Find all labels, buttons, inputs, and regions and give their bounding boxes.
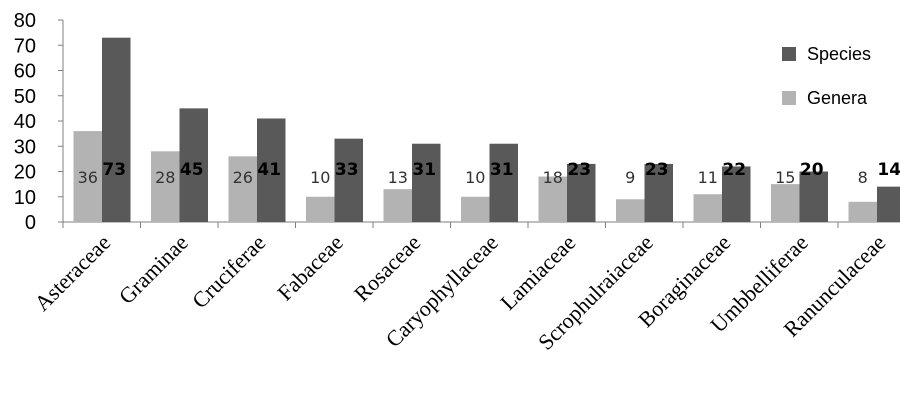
- data-label-genera: 28: [155, 168, 175, 187]
- y-tick-label: 40: [14, 111, 36, 133]
- bar-species: [799, 171, 828, 222]
- data-label-genera: 13: [388, 168, 408, 187]
- legend-label: Species: [807, 44, 871, 64]
- data-label-species: 73: [102, 160, 126, 180]
- bar-species: [722, 166, 751, 222]
- category-label: Cruciferae: [187, 230, 270, 313]
- data-label-species: 23: [645, 160, 669, 180]
- data-label-species: 23: [567, 160, 591, 180]
- data-label-genera: 11: [698, 168, 718, 187]
- y-tick-label: 30: [14, 136, 36, 158]
- data-label-species: 22: [722, 160, 746, 180]
- bar-genera: [73, 131, 102, 222]
- y-tick-label: 20: [14, 162, 36, 184]
- data-label-species: 31: [490, 160, 514, 180]
- data-label-species: 33: [335, 160, 359, 180]
- category-label: Graminae: [114, 230, 193, 309]
- bar-species: [412, 143, 441, 222]
- bar-genera: [848, 201, 877, 222]
- bar-genera: [771, 184, 800, 222]
- bar-species: [334, 138, 363, 222]
- category-label: Asteraceae: [29, 230, 115, 316]
- data-label-genera: 10: [310, 168, 330, 187]
- y-tick-label: 10: [14, 187, 36, 209]
- y-tick-label: 0: [25, 212, 36, 234]
- data-label-genera: 18: [543, 168, 563, 187]
- data-label-species: 20: [800, 160, 824, 180]
- y-tick-label: 80: [14, 10, 36, 32]
- y-tick-label: 50: [14, 86, 36, 108]
- bar-genera: [151, 151, 180, 222]
- legend-label: Genera: [807, 88, 868, 108]
- bar-species: [877, 186, 900, 222]
- bar-genera: [538, 176, 567, 222]
- data-label-species: 45: [180, 160, 204, 180]
- category-label: Rosaceae: [349, 230, 425, 306]
- y-tick-label: 70: [14, 35, 36, 57]
- y-axis: 0 10 20 30 40 50 60 70 80: [14, 10, 64, 234]
- bar-species: [102, 37, 131, 222]
- bar-genera: [693, 194, 722, 222]
- bar-species: [179, 108, 208, 222]
- bar-species: [567, 163, 596, 222]
- bar-genera: [383, 189, 412, 222]
- data-label-genera: 26: [233, 168, 253, 187]
- bar-genera: [228, 156, 257, 222]
- bar-genera: [616, 199, 645, 222]
- bar-species: [644, 163, 673, 222]
- data-label-genera: 15: [775, 168, 795, 187]
- legend-swatch: [782, 91, 796, 105]
- data-label-species: 14: [877, 160, 900, 180]
- bar-genera: [461, 196, 490, 222]
- data-label-species: 41: [257, 160, 281, 180]
- data-label-genera: 8: [858, 168, 868, 187]
- category-label: Fabaceae: [272, 230, 348, 306]
- y-tick-label: 60: [14, 61, 36, 83]
- legend: Species Genera: [782, 44, 871, 108]
- bar-genera: [306, 196, 335, 222]
- legend-swatch: [782, 47, 796, 61]
- data-label-genera: 36: [78, 168, 98, 187]
- data-label-species: 31: [412, 160, 436, 180]
- bar-species: [489, 143, 518, 222]
- data-label-genera: 9: [625, 168, 635, 187]
- bar-species: [257, 118, 286, 222]
- bars: 36 73 28 45 26 41 10 33 13 31 10 31 18 23 9 23 11 22 15 20 8…: [73, 37, 900, 222]
- data-label-genera: 10: [465, 168, 485, 187]
